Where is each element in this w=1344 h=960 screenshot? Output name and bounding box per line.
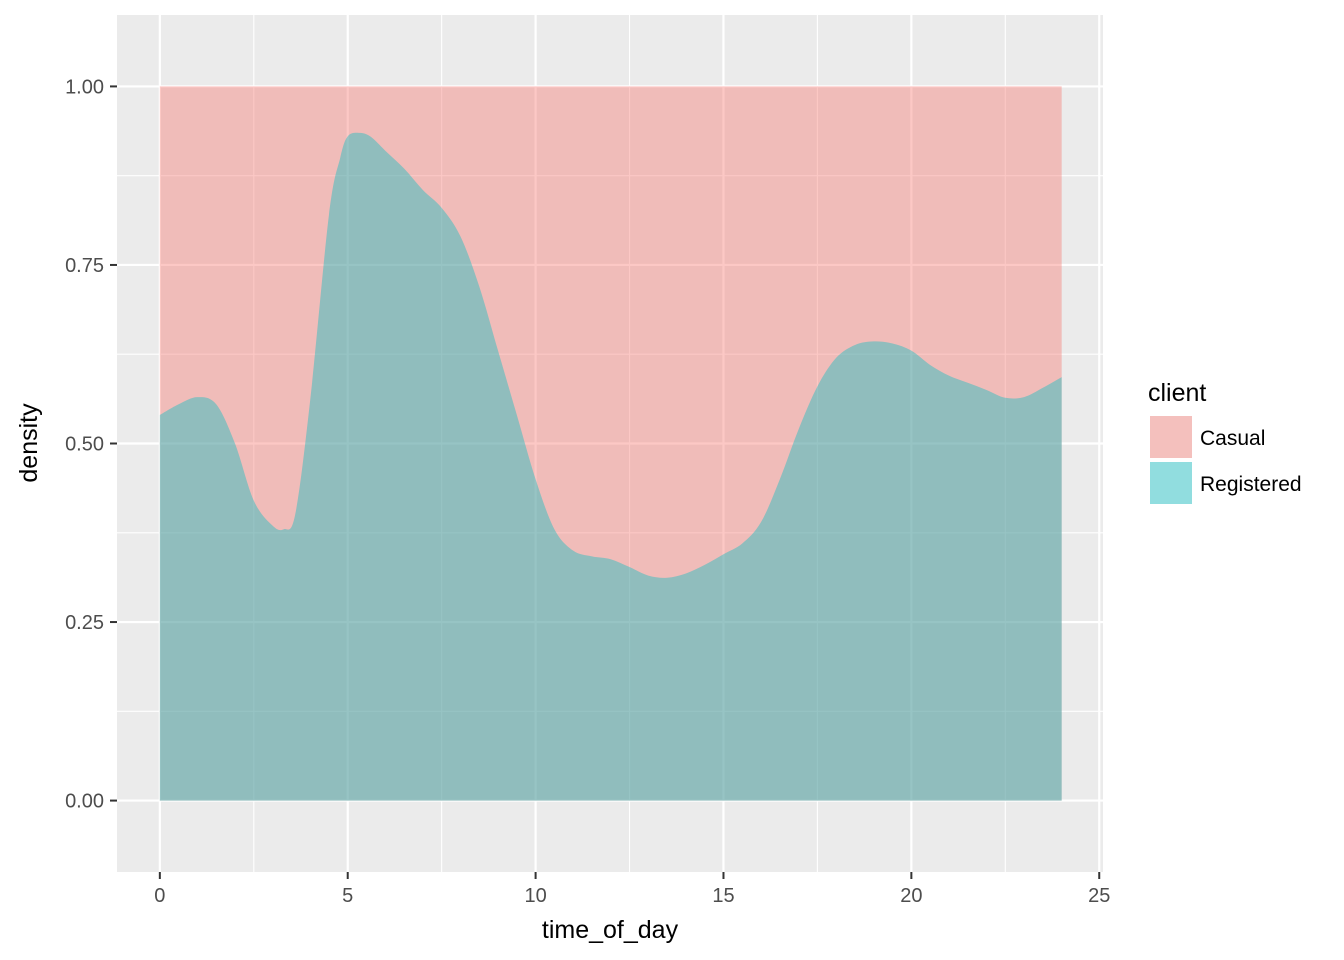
legend-key-bg [1150,462,1192,504]
legend-label-casual: Casual [1200,427,1265,450]
legend: client Casual Registered [1148,379,1302,504]
legend-key-casual [1150,416,1192,458]
x-axis-title: time_of_day [542,916,679,944]
area-casual [159,86,1062,801]
x-tick-label: 20 [900,885,922,907]
area-registered [159,132,1062,801]
y-tick-label: 1.00 [65,76,104,98]
x-tick-label: 10 [524,885,546,907]
y-tick-label: 0.50 [65,434,104,456]
y-tick-label: 0.75 [65,255,104,277]
minor-gridlines [117,15,1103,872]
x-tick-label: 25 [1088,885,1110,907]
legend-label-registered: Registered [1200,473,1302,496]
x-tick-label: 0 [154,885,165,907]
x-tick-label: 5 [342,885,353,907]
axes: 0 5 10 15 20 25 0.00 0.25 0.50 0.75 1.00 [65,76,1110,907]
legend-key-bg [1150,416,1192,458]
major-gridlines [117,15,1103,872]
y-axis-title: density [15,403,43,483]
legend-title: client [1148,379,1206,407]
y-tick-label: 0.00 [65,791,104,813]
legend-key-registered [1150,462,1192,504]
area-series [159,86,1062,801]
y-tick-label: 0.25 [65,612,104,634]
x-tick-label: 15 [712,885,734,907]
